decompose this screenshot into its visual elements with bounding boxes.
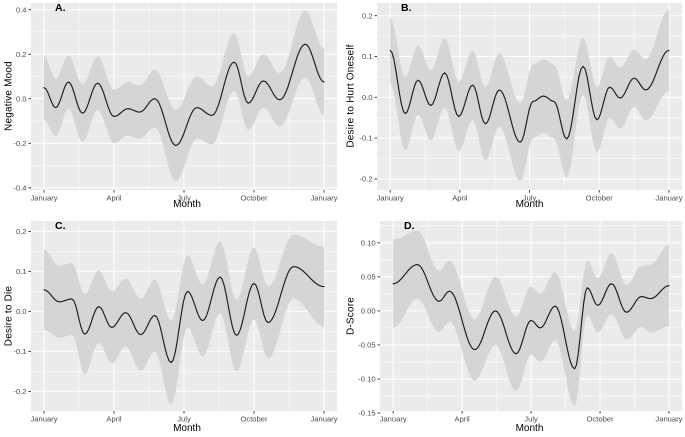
- y-tick-label: 0.0: [16, 94, 27, 103]
- y-axis-title: D-Score: [345, 296, 357, 336]
- x-tick-label: October: [240, 415, 267, 424]
- y-tick-label: 0.2: [16, 227, 27, 236]
- x-tick-label: January: [30, 415, 57, 424]
- confidence-ribbon: [44, 10, 324, 182]
- x-tick-label: April: [106, 194, 122, 203]
- x-axis-title: Month: [173, 423, 201, 434]
- smoothed-line: [43, 266, 325, 364]
- y-tick-label: -0.2: [359, 175, 372, 184]
- data-layer: [392, 230, 670, 407]
- data-layer: [389, 9, 670, 181]
- panel-negative-mood: January April July October January 0.4 0.2 0.0 -…: [0, 0, 342, 218]
- y-tick-label: 0.1: [362, 52, 373, 61]
- y-tick-label: 0.4: [16, 5, 27, 14]
- x-tick-label: October: [240, 194, 267, 203]
- d-score-plot: January April July October January 0.10 0.05 0.…: [358, 221, 683, 424]
- x-tick-label: July: [177, 415, 191, 424]
- x-tick-label: April: [455, 415, 471, 424]
- x-tick-label: January: [377, 194, 404, 203]
- smoothed-line: [392, 264, 670, 370]
- y-tick-label: 0.00: [361, 307, 376, 316]
- desire-to-die-plot: January April July October January 0.2 0.1 0.0 -…: [13, 221, 338, 424]
- desire-to-hurt-oneself-plot: January April July October January 0.2 0.1 0.0 -…: [359, 3, 683, 203]
- y-axis-title: Negative Mood: [3, 61, 15, 131]
- y-tick-label: -0.1: [359, 134, 372, 143]
- x-tick-label: January: [655, 415, 682, 424]
- x-tick-label: October: [586, 415, 614, 424]
- panel-d-score: January April July October January 0.10 0.05 0.…: [342, 218, 685, 437]
- x-axis-title: Month: [515, 199, 544, 210]
- y-axis-title: Desire to Hurt Oneself: [345, 44, 357, 148]
- panel-desire-to-hurt-oneself: January April July October January 0.2 0.1 0.0 -…: [342, 0, 685, 218]
- y-tick-label: -0.1: [13, 347, 26, 356]
- confidence-ribbon: [44, 234, 324, 405]
- panel-letter: C.: [55, 220, 66, 232]
- y-tick-label: 0.1: [16, 267, 27, 276]
- x-tick-label: January: [655, 194, 682, 203]
- x-tick-label: January: [310, 415, 337, 424]
- y-tick-label: 0.2: [362, 11, 373, 20]
- x-tick-label: April: [452, 194, 468, 203]
- x-tick-label: October: [586, 194, 614, 203]
- confidence-ribbon: [393, 230, 669, 407]
- y-tick-label: 0.0: [362, 93, 373, 102]
- panel-letter: A.: [55, 2, 66, 14]
- panel-desire-to-die: January April July October January 0.2 0.1 0.0 -…: [0, 218, 342, 437]
- x-tick-label: January: [310, 194, 337, 203]
- y-tick-label: -0.2: [13, 387, 26, 396]
- panel-letter: D.: [404, 220, 415, 232]
- x-tick-label: July: [177, 194, 191, 203]
- y-tick-label: 0.10: [361, 238, 376, 247]
- x-axis-title: Month: [515, 423, 544, 434]
- y-tick-label: 0.05: [361, 272, 376, 281]
- y-tick-label: -0.15: [358, 409, 375, 418]
- y-tick-label: 0.0: [16, 307, 27, 316]
- y-tick-label: 0.2: [16, 50, 27, 59]
- x-tick-label: January: [30, 194, 57, 203]
- x-tick-label: January: [380, 415, 407, 424]
- x-tick-label: July: [524, 415, 538, 424]
- y-tick-label: -0.4: [13, 183, 26, 192]
- panel-letter: B.: [401, 2, 412, 14]
- y-tick-label: -0.2: [13, 139, 26, 148]
- confidence-ribbon: [390, 9, 669, 181]
- y-tick-label: -0.10: [358, 375, 375, 384]
- data-layer: [43, 10, 325, 182]
- x-axis-title: Month: [173, 199, 201, 210]
- data-layer: [43, 234, 325, 405]
- negative-mood-plot: January April July October January 0.4 0.2 0.0 -…: [13, 3, 338, 203]
- y-axis-title: Desire to Die: [3, 285, 15, 347]
- x-tick-label: July: [523, 194, 537, 203]
- y-tick-label: -0.05: [358, 341, 375, 350]
- smoothed-line: [389, 49, 670, 143]
- smoothed-line: [43, 43, 325, 147]
- x-tick-label: April: [106, 415, 122, 424]
